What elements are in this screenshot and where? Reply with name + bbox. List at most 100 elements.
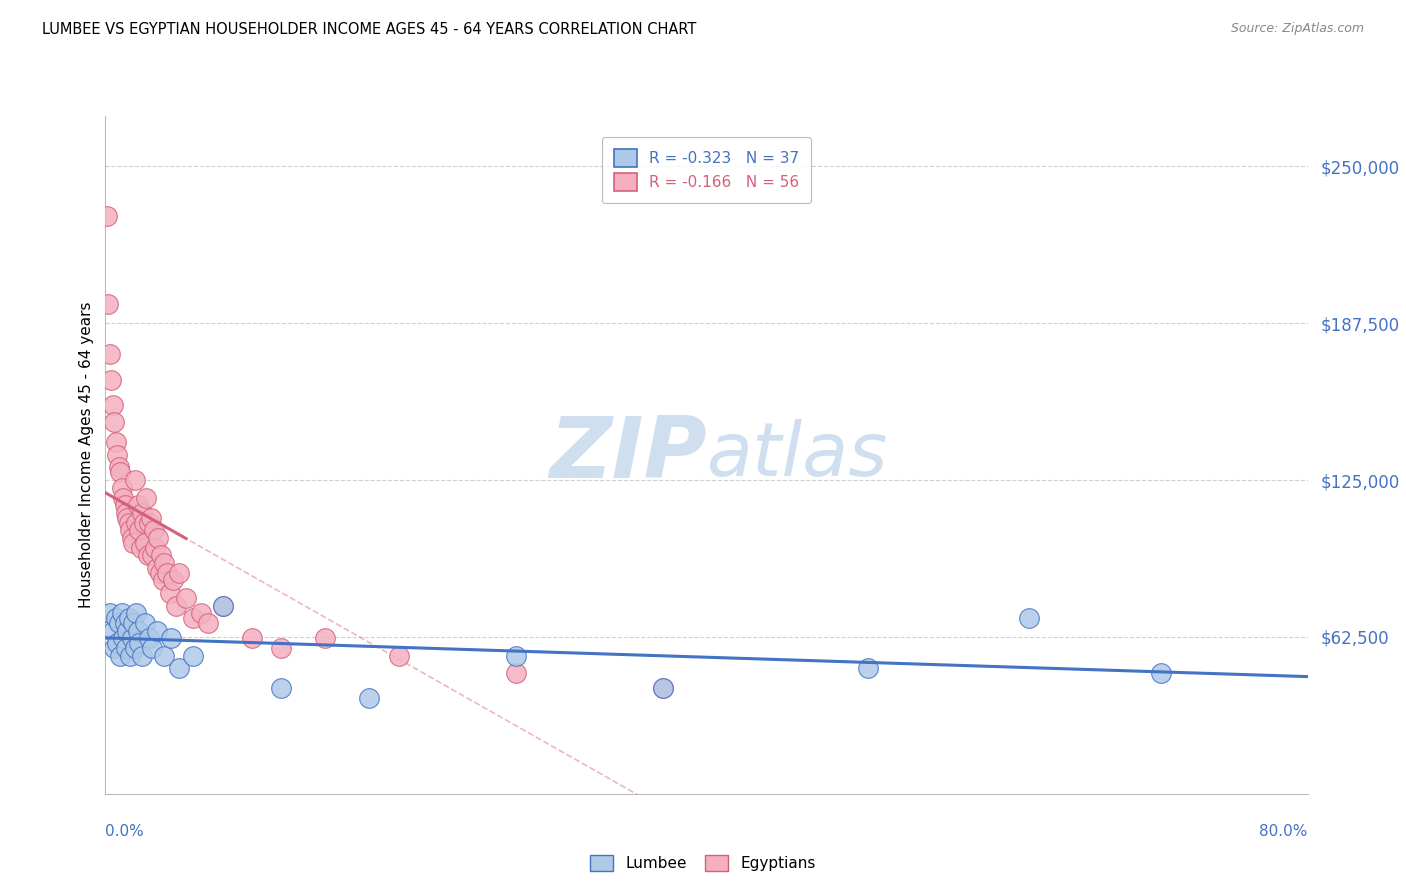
Point	[114, 498, 136, 512]
Text: ZIP: ZIP	[548, 413, 707, 497]
Y-axis label: Householder Income Ages 45 - 64 years: Householder Income Ages 45 - 64 years	[79, 301, 94, 608]
Point	[108, 648, 131, 663]
Point	[211, 599, 233, 613]
Point	[174, 591, 197, 605]
Point	[183, 648, 205, 663]
Point	[118, 516, 141, 530]
Point	[124, 641, 146, 656]
Point	[1018, 611, 1040, 625]
Point	[145, 624, 167, 638]
Point	[156, 566, 179, 580]
Point	[125, 606, 148, 620]
Point	[359, 691, 381, 706]
Point	[135, 491, 157, 505]
Point	[159, 586, 181, 600]
Point	[122, 616, 145, 631]
Point	[127, 624, 149, 638]
Point	[132, 516, 155, 530]
Legend: Lumbee, Egyptians: Lumbee, Egyptians	[583, 849, 823, 877]
Point	[152, 574, 174, 588]
Point	[167, 566, 190, 580]
Point	[117, 510, 139, 524]
Point	[114, 616, 136, 631]
Point	[240, 631, 263, 645]
Point	[270, 641, 292, 656]
Point	[314, 631, 336, 645]
Text: atlas: atlas	[707, 419, 889, 491]
Point	[122, 536, 145, 550]
Point	[153, 556, 176, 570]
Point	[138, 631, 160, 645]
Point	[128, 523, 150, 537]
Point	[388, 648, 411, 663]
Point	[117, 624, 139, 638]
Point	[110, 606, 132, 620]
Point	[211, 599, 233, 613]
Point	[153, 648, 176, 663]
Point	[162, 574, 184, 588]
Point	[105, 636, 128, 650]
Point	[143, 541, 166, 555]
Point	[112, 491, 135, 505]
Point	[104, 611, 127, 625]
Point	[190, 606, 212, 620]
Point	[103, 415, 125, 429]
Point	[120, 648, 142, 663]
Point	[145, 561, 167, 575]
Point	[149, 566, 172, 580]
Point	[134, 616, 156, 631]
Point	[107, 460, 129, 475]
Point	[101, 624, 124, 638]
Point	[127, 498, 149, 512]
Point	[101, 398, 124, 412]
Point	[139, 510, 162, 524]
Point	[183, 611, 205, 625]
Point	[167, 661, 190, 675]
Point	[134, 536, 156, 550]
Point	[197, 616, 219, 631]
Point	[270, 681, 292, 696]
Point	[124, 473, 146, 487]
Legend: R = -0.323   N = 37, R = -0.166   N = 56: R = -0.323 N = 37, R = -0.166 N = 56	[602, 137, 811, 203]
Text: 80.0%: 80.0%	[1260, 824, 1308, 838]
Point	[165, 599, 187, 613]
Point	[98, 606, 121, 620]
Point	[107, 616, 129, 631]
Point	[125, 516, 148, 530]
Point	[100, 373, 122, 387]
Point	[112, 631, 135, 645]
Point	[131, 648, 153, 663]
Point	[651, 681, 673, 696]
Point	[505, 666, 527, 681]
Point	[96, 210, 118, 224]
Text: Source: ZipAtlas.com: Source: ZipAtlas.com	[1230, 22, 1364, 36]
Point	[1150, 666, 1173, 681]
Point	[121, 631, 143, 645]
Point	[115, 641, 138, 656]
Point	[120, 523, 142, 537]
Point	[103, 641, 125, 656]
Point	[128, 636, 150, 650]
Point	[110, 481, 132, 495]
Point	[129, 541, 152, 555]
Point	[505, 648, 527, 663]
Point	[105, 448, 128, 462]
Point	[148, 531, 170, 545]
Point	[141, 641, 163, 656]
Point	[115, 506, 138, 520]
Point	[141, 549, 163, 563]
Point	[97, 297, 120, 311]
Point	[131, 506, 153, 520]
Point	[160, 631, 183, 645]
Point	[136, 549, 159, 563]
Text: LUMBEE VS EGYPTIAN HOUSEHOLDER INCOME AGES 45 - 64 YEARS CORRELATION CHART: LUMBEE VS EGYPTIAN HOUSEHOLDER INCOME AG…	[42, 22, 696, 37]
Point	[142, 523, 165, 537]
Point	[118, 611, 141, 625]
Point	[108, 466, 131, 480]
Text: 0.0%: 0.0%	[105, 824, 145, 838]
Point	[651, 681, 673, 696]
Point	[98, 347, 121, 361]
Point	[138, 516, 160, 530]
Point	[121, 531, 143, 545]
Point	[856, 661, 879, 675]
